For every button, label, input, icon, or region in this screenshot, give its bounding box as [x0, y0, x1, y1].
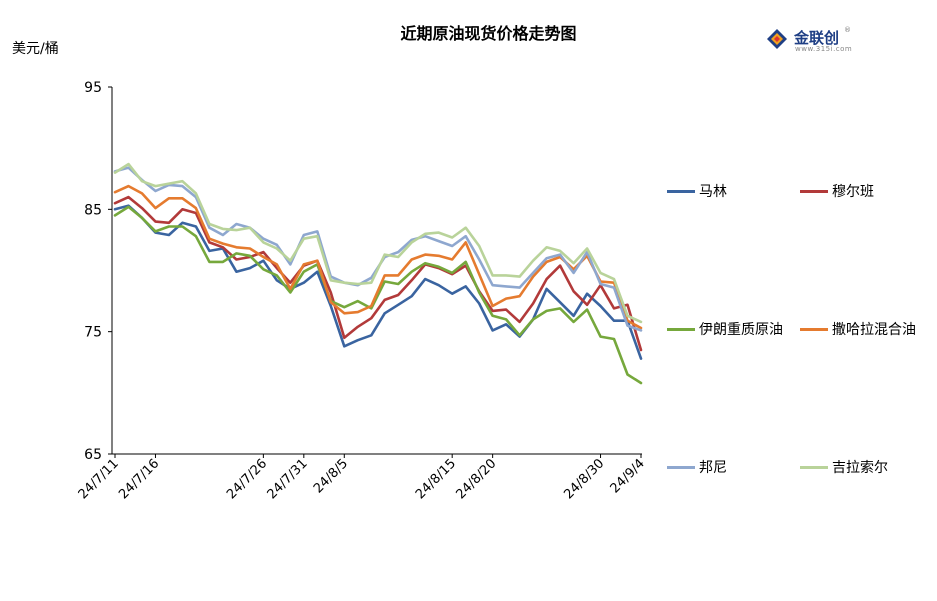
legend-label: 穆尔班: [832, 184, 874, 200]
legend-swatch: [667, 328, 695, 331]
chart-axes: [108, 86, 642, 458]
series-line-0: [113, 204, 643, 360]
x-tick-label: 24/7/31: [265, 456, 311, 502]
series-line-2: [113, 205, 643, 385]
x-tick-label: 24/8/20: [453, 456, 499, 502]
legend-label: 马林: [699, 184, 727, 200]
series-line-3: [113, 184, 643, 330]
x-tick-label: 24/8/30: [561, 456, 607, 502]
x-tick-label: 24/8/15: [413, 456, 459, 502]
x-tick-label: 24/7/26: [224, 456, 270, 502]
legend-swatch: [800, 466, 828, 469]
legend-label: 吉拉索尔: [832, 460, 888, 476]
series-line-1: [113, 195, 643, 352]
legend-swatch: [800, 190, 828, 193]
chart-title: 近期原油现货价格走势图: [400, 24, 577, 43]
legend-swatch: [667, 466, 695, 469]
legend-label: 撒哈拉混合油: [832, 322, 916, 338]
x-tick-label: 24/7/16: [116, 456, 162, 502]
series-line-5: [113, 162, 643, 324]
legend-label: 伊朗重质原油: [699, 322, 783, 338]
legend-swatch: [800, 328, 828, 331]
y-axis-unit-label: 美元/桶: [12, 41, 59, 57]
legend-swatch: [667, 190, 695, 193]
y-tick-label: 85: [84, 202, 102, 218]
x-tick-label: 24/7/11: [76, 456, 122, 502]
logo-mark-icon: [767, 29, 787, 49]
series-lines: [113, 162, 643, 385]
y-tick-label: 95: [84, 80, 102, 96]
x-tick-label: 24/8/5: [311, 456, 351, 496]
y-tick-label: 75: [84, 325, 102, 341]
brand-logo: 金联创 ® www.315i.com: [766, 26, 856, 54]
legend-label: 邦尼: [699, 460, 727, 476]
x-tick-label: 24/9/4: [608, 456, 648, 496]
y-tick-label: 65: [84, 447, 102, 463]
